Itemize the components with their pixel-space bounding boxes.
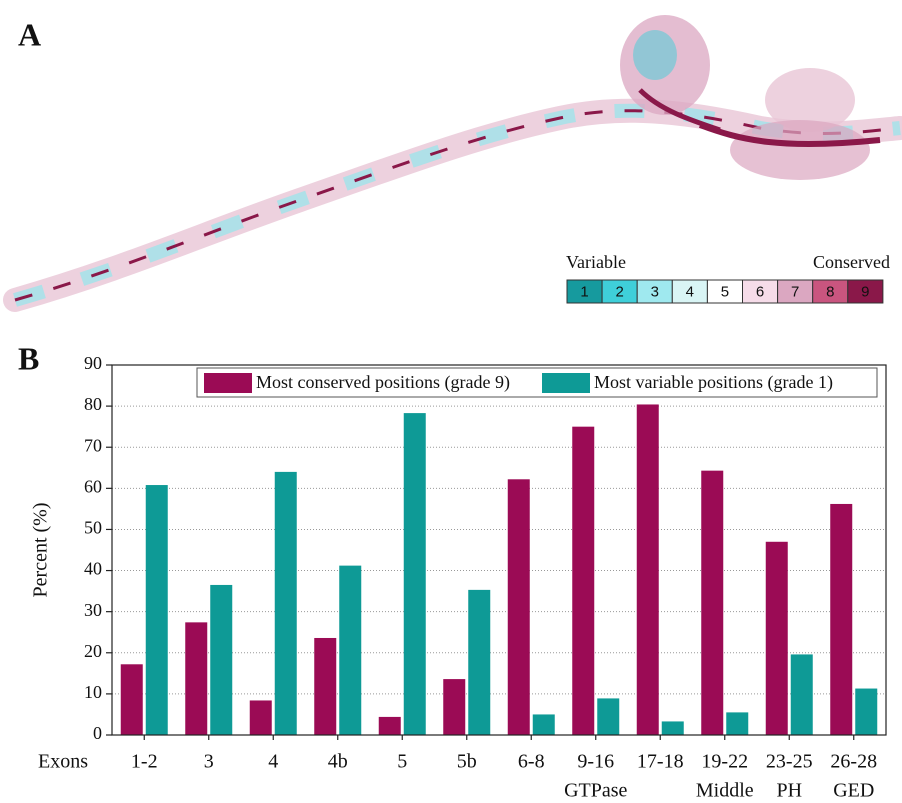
y-tick-label: 70: [84, 435, 102, 455]
protein-structure: [15, 15, 900, 300]
bar: [314, 638, 336, 735]
bar: [701, 471, 723, 735]
x-tick-label: 23-25: [766, 751, 813, 773]
bar: [508, 479, 530, 735]
bar: [791, 654, 813, 735]
bar: [533, 714, 555, 735]
figure: A Variable Conserved 1 2 3 4 5 6 7 8 9 B Percent…: [0, 0, 902, 803]
plot: 0 10 20 30 40 50 60 70 80 90 1-2 3 4 4b 5 5b 6-8 9-16 GTPa…: [84, 353, 886, 801]
x-tick-label: 5: [397, 751, 407, 773]
domain-label: GTPase: [564, 780, 627, 802]
y-tick-label: 30: [84, 600, 102, 620]
x-tick-label: 26-28: [830, 751, 877, 773]
domain-label: Middle: [696, 780, 754, 802]
x-tick-label: 19-22: [701, 751, 748, 773]
domain-label: PH: [776, 780, 802, 802]
legend-swatch: [542, 373, 590, 393]
x-tick-label: 3: [204, 751, 214, 773]
bar: [210, 585, 232, 735]
color-scale: 1 2 3 4 5 6 7 8 9: [567, 280, 883, 303]
bar: [572, 427, 594, 735]
y-tick-label: 80: [84, 394, 102, 414]
scale-label: Variable: [566, 252, 626, 272]
x-axis-title: Exons: [38, 751, 88, 773]
bar: [146, 485, 168, 735]
bar: [662, 721, 684, 735]
bar: [855, 689, 877, 735]
scale-grade: 2: [615, 283, 623, 300]
x-tick-label: 17-18: [637, 751, 684, 773]
bar: [250, 700, 272, 735]
bar: [379, 717, 401, 735]
y-axis-title: Percent (%): [30, 503, 52, 598]
scale-grade: 9: [861, 283, 869, 300]
legend-label: Most conserved positions (grade 9): [256, 372, 510, 393]
bar: [185, 622, 207, 735]
x-tick-label: 1-2: [131, 751, 158, 773]
bar: [339, 566, 361, 735]
scale-label: Conserved: [813, 252, 890, 272]
bar: [830, 504, 852, 735]
y-tick-label: 50: [84, 518, 102, 538]
bar: [766, 542, 788, 735]
bar: [468, 590, 490, 735]
x-tick-label: 4b: [328, 751, 348, 773]
bar: [726, 712, 748, 735]
domain-label: GED: [833, 780, 874, 802]
y-tick-label: 20: [84, 641, 102, 661]
bar: [404, 413, 426, 735]
y-tick-label: 90: [84, 353, 102, 373]
scale-grade: 5: [721, 283, 729, 300]
y-tick-label: 0: [93, 723, 102, 743]
scale-grade: 1: [580, 283, 588, 300]
panel-label: B: [18, 340, 39, 376]
x-tick-label: 9-16: [577, 751, 614, 773]
y-tick-label: 10: [84, 682, 102, 702]
legend-label: Most variable positions (grade 1): [594, 372, 833, 393]
scale-grade: 7: [791, 283, 799, 300]
bar: [597, 698, 619, 735]
scale-grade: 6: [756, 283, 764, 300]
legend-swatch: [204, 373, 252, 393]
y-tick-label: 60: [84, 476, 102, 496]
bar: [637, 404, 659, 735]
bar: [275, 472, 297, 735]
scale-grade: 8: [826, 283, 834, 300]
panel-label: A: [18, 16, 41, 52]
scale-grade: 3: [651, 283, 659, 300]
x-tick-label: 6-8: [518, 751, 545, 773]
x-tick-label: 5b: [457, 751, 477, 773]
y-tick-label: 40: [84, 559, 102, 579]
bar: [121, 664, 143, 735]
scale-grade: 4: [686, 283, 694, 300]
x-tick-label: 4: [268, 751, 278, 773]
bar: [443, 679, 465, 735]
